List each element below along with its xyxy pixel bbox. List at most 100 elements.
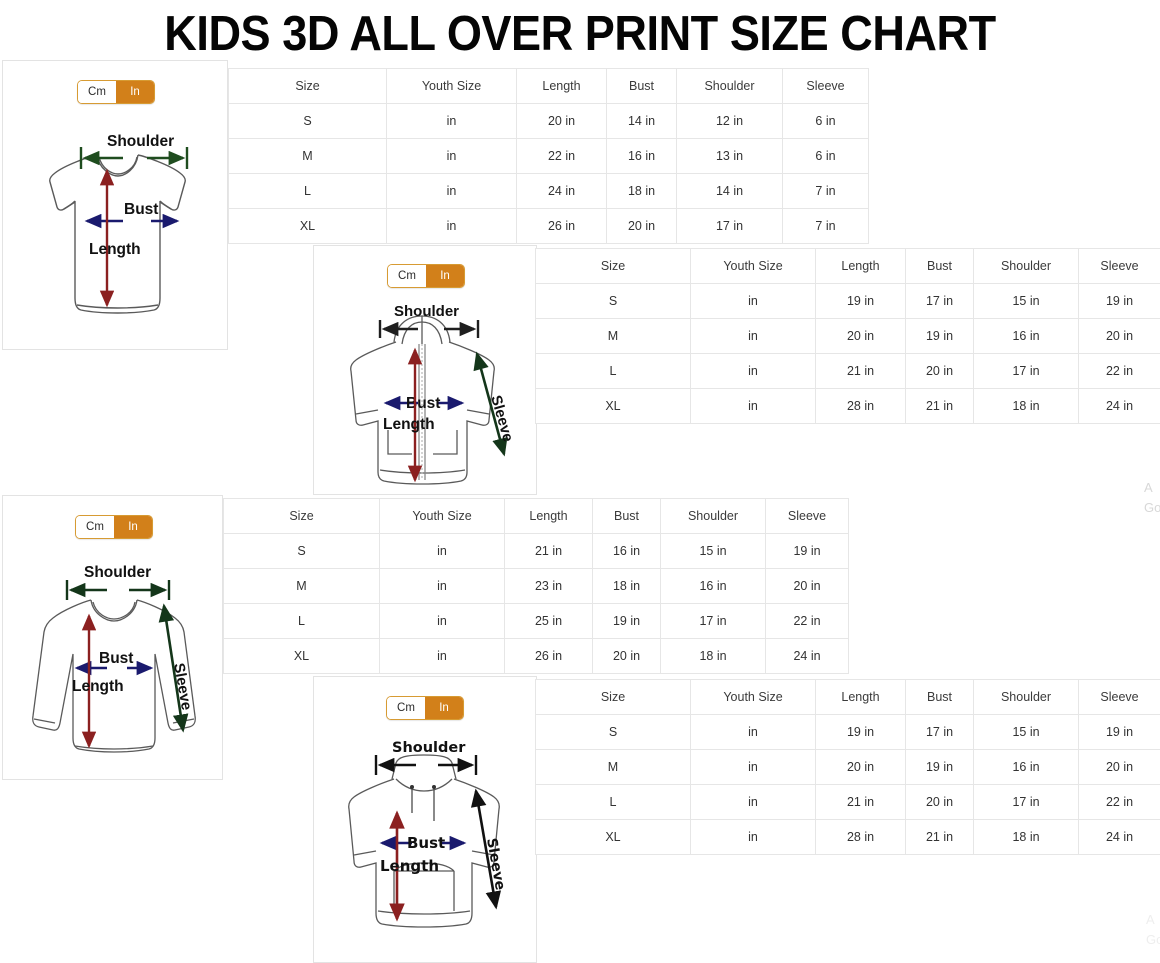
unit-toggle-cm[interactable]: Cm bbox=[78, 81, 116, 103]
cell-youth-size: in bbox=[379, 638, 505, 674]
cell-sleeve: 20 in bbox=[1078, 318, 1160, 354]
table-row: M in 20 in 19 in 16 in 20 in bbox=[535, 318, 1160, 354]
cell-length: 20 in bbox=[815, 749, 906, 785]
col-youth-size: Youth Size bbox=[386, 68, 517, 104]
table-row: M in 23 in 18 in 16 in 20 in bbox=[223, 568, 849, 604]
cell-bust: 19 in bbox=[592, 603, 661, 639]
size-table-zip-hoodie: Size Youth Size Length Bust Shoulder Sle… bbox=[535, 248, 1160, 424]
label-bust: Bust bbox=[407, 834, 445, 852]
diagram-card-tshirt: Cm In bbox=[2, 60, 228, 350]
label-sleeve: Sleeve bbox=[487, 393, 516, 443]
cell-size: L bbox=[228, 173, 387, 209]
edge-text-line-1: A bbox=[1144, 480, 1153, 495]
cell-bust: 16 in bbox=[592, 533, 661, 569]
cell-bust: 18 in bbox=[592, 568, 661, 604]
cell-shoulder: 17 in bbox=[973, 784, 1079, 820]
cell-shoulder: 15 in bbox=[973, 714, 1079, 750]
cell-size: XL bbox=[535, 819, 691, 855]
cell-sleeve: 7 in bbox=[782, 208, 869, 244]
cell-bust: 21 in bbox=[905, 388, 974, 424]
cell-size: XL bbox=[228, 208, 387, 244]
cell-sleeve: 24 in bbox=[765, 638, 849, 674]
table-row: S in 21 in 16 in 15 in 19 in bbox=[223, 533, 849, 569]
table-row: L in 24 in 18 in 14 in 7 in bbox=[228, 173, 869, 209]
cell-sleeve: 6 in bbox=[782, 103, 869, 139]
col-sleeve: Sleeve bbox=[1078, 679, 1160, 715]
cell-size: L bbox=[223, 603, 380, 639]
col-shoulder: Shoulder bbox=[660, 498, 766, 534]
cell-sleeve: 24 in bbox=[1078, 388, 1160, 424]
cell-length: 22 in bbox=[516, 138, 607, 174]
table-header-row: Size Youth Size Length Bust Shoulder Sle… bbox=[228, 68, 869, 104]
cell-youth-size: in bbox=[690, 819, 816, 855]
cell-bust: 17 in bbox=[905, 714, 974, 750]
unit-toggle-in[interactable]: In bbox=[116, 81, 154, 103]
unit-toggle-cm[interactable]: Cm bbox=[388, 265, 426, 287]
col-length: Length bbox=[815, 679, 906, 715]
cell-bust: 17 in bbox=[905, 283, 974, 319]
cell-sleeve: 20 in bbox=[1078, 749, 1160, 785]
edge-text-line-3: A bbox=[1146, 912, 1155, 927]
unit-toggle-cm[interactable]: Cm bbox=[76, 516, 114, 538]
unit-toggle-cm[interactable]: Cm bbox=[387, 697, 425, 719]
diagram-card-pullover-hoodie: Cm In bbox=[313, 676, 537, 963]
col-sleeve: Sleeve bbox=[765, 498, 849, 534]
label-sleeve: Sleeve bbox=[483, 837, 508, 891]
cell-shoulder: 12 in bbox=[676, 103, 783, 139]
table-row: L in 25 in 19 in 17 in 22 in bbox=[223, 603, 849, 639]
cell-length: 28 in bbox=[815, 819, 906, 855]
cell-sleeve: 19 in bbox=[765, 533, 849, 569]
cell-length: 21 in bbox=[504, 533, 593, 569]
cell-shoulder: 16 in bbox=[660, 568, 766, 604]
col-shoulder: Shoulder bbox=[676, 68, 783, 104]
cell-sleeve: 22 in bbox=[765, 603, 849, 639]
table-row: L in 21 in 20 in 17 in 22 in bbox=[535, 784, 1160, 820]
cell-bust: 20 in bbox=[592, 638, 661, 674]
pullover-hoodie-diagram: Shoulder Bust Length Sleeve bbox=[348, 740, 508, 928]
unit-toggle-in[interactable]: In bbox=[426, 265, 464, 287]
unit-toggle-in[interactable]: In bbox=[114, 516, 152, 538]
cell-length: 26 in bbox=[516, 208, 607, 244]
cell-shoulder: 18 in bbox=[660, 638, 766, 674]
cell-bust: 18 in bbox=[606, 173, 677, 209]
cell-shoulder: 18 in bbox=[973, 388, 1079, 424]
unit-toggle-long-sleeve[interactable]: Cm In bbox=[75, 515, 153, 539]
cell-length: 28 in bbox=[815, 388, 906, 424]
cell-size: M bbox=[535, 318, 691, 354]
tshirt-diagram: Shoulder Bust Length bbox=[49, 133, 189, 314]
cell-bust: 19 in bbox=[905, 318, 974, 354]
label-length: Length bbox=[72, 678, 124, 695]
cell-sleeve: 22 in bbox=[1078, 784, 1160, 820]
cell-youth-size: in bbox=[379, 568, 505, 604]
cell-sleeve: 20 in bbox=[765, 568, 849, 604]
table-row: L in 21 in 20 in 17 in 22 in bbox=[535, 353, 1160, 389]
cell-youth-size: in bbox=[690, 784, 816, 820]
col-shoulder: Shoulder bbox=[973, 248, 1079, 284]
table-row: XL in 28 in 21 in 18 in 24 in bbox=[535, 388, 1160, 424]
col-length: Length bbox=[815, 248, 906, 284]
cell-length: 20 in bbox=[815, 318, 906, 354]
cell-bust: 21 in bbox=[905, 819, 974, 855]
cell-youth-size: in bbox=[379, 533, 505, 569]
cell-shoulder: 14 in bbox=[676, 173, 783, 209]
cell-sleeve: 6 in bbox=[782, 138, 869, 174]
unit-toggle-tshirt[interactable]: Cm In bbox=[77, 80, 155, 104]
cell-size: M bbox=[223, 568, 380, 604]
unit-toggle-zip-hoodie[interactable]: Cm In bbox=[387, 264, 465, 288]
unit-toggle-in[interactable]: In bbox=[425, 697, 463, 719]
cell-youth-size: in bbox=[690, 318, 816, 354]
cell-youth-size: in bbox=[379, 603, 505, 639]
col-sleeve: Sleeve bbox=[782, 68, 869, 104]
cell-bust: 20 in bbox=[905, 784, 974, 820]
unit-toggle-pullover-hoodie[interactable]: Cm In bbox=[386, 696, 464, 720]
cell-size: S bbox=[535, 283, 691, 319]
cell-length: 21 in bbox=[815, 784, 906, 820]
page-title: KIDS 3D ALL OVER PRINT SIZE CHART bbox=[164, 7, 996, 61]
cell-youth-size: in bbox=[386, 208, 517, 244]
col-size: Size bbox=[535, 248, 691, 284]
col-youth-size: Youth Size bbox=[379, 498, 505, 534]
cell-length: 24 in bbox=[516, 173, 607, 209]
cell-sleeve: 7 in bbox=[782, 173, 869, 209]
label-bust: Bust bbox=[406, 395, 440, 412]
col-bust: Bust bbox=[592, 498, 661, 534]
